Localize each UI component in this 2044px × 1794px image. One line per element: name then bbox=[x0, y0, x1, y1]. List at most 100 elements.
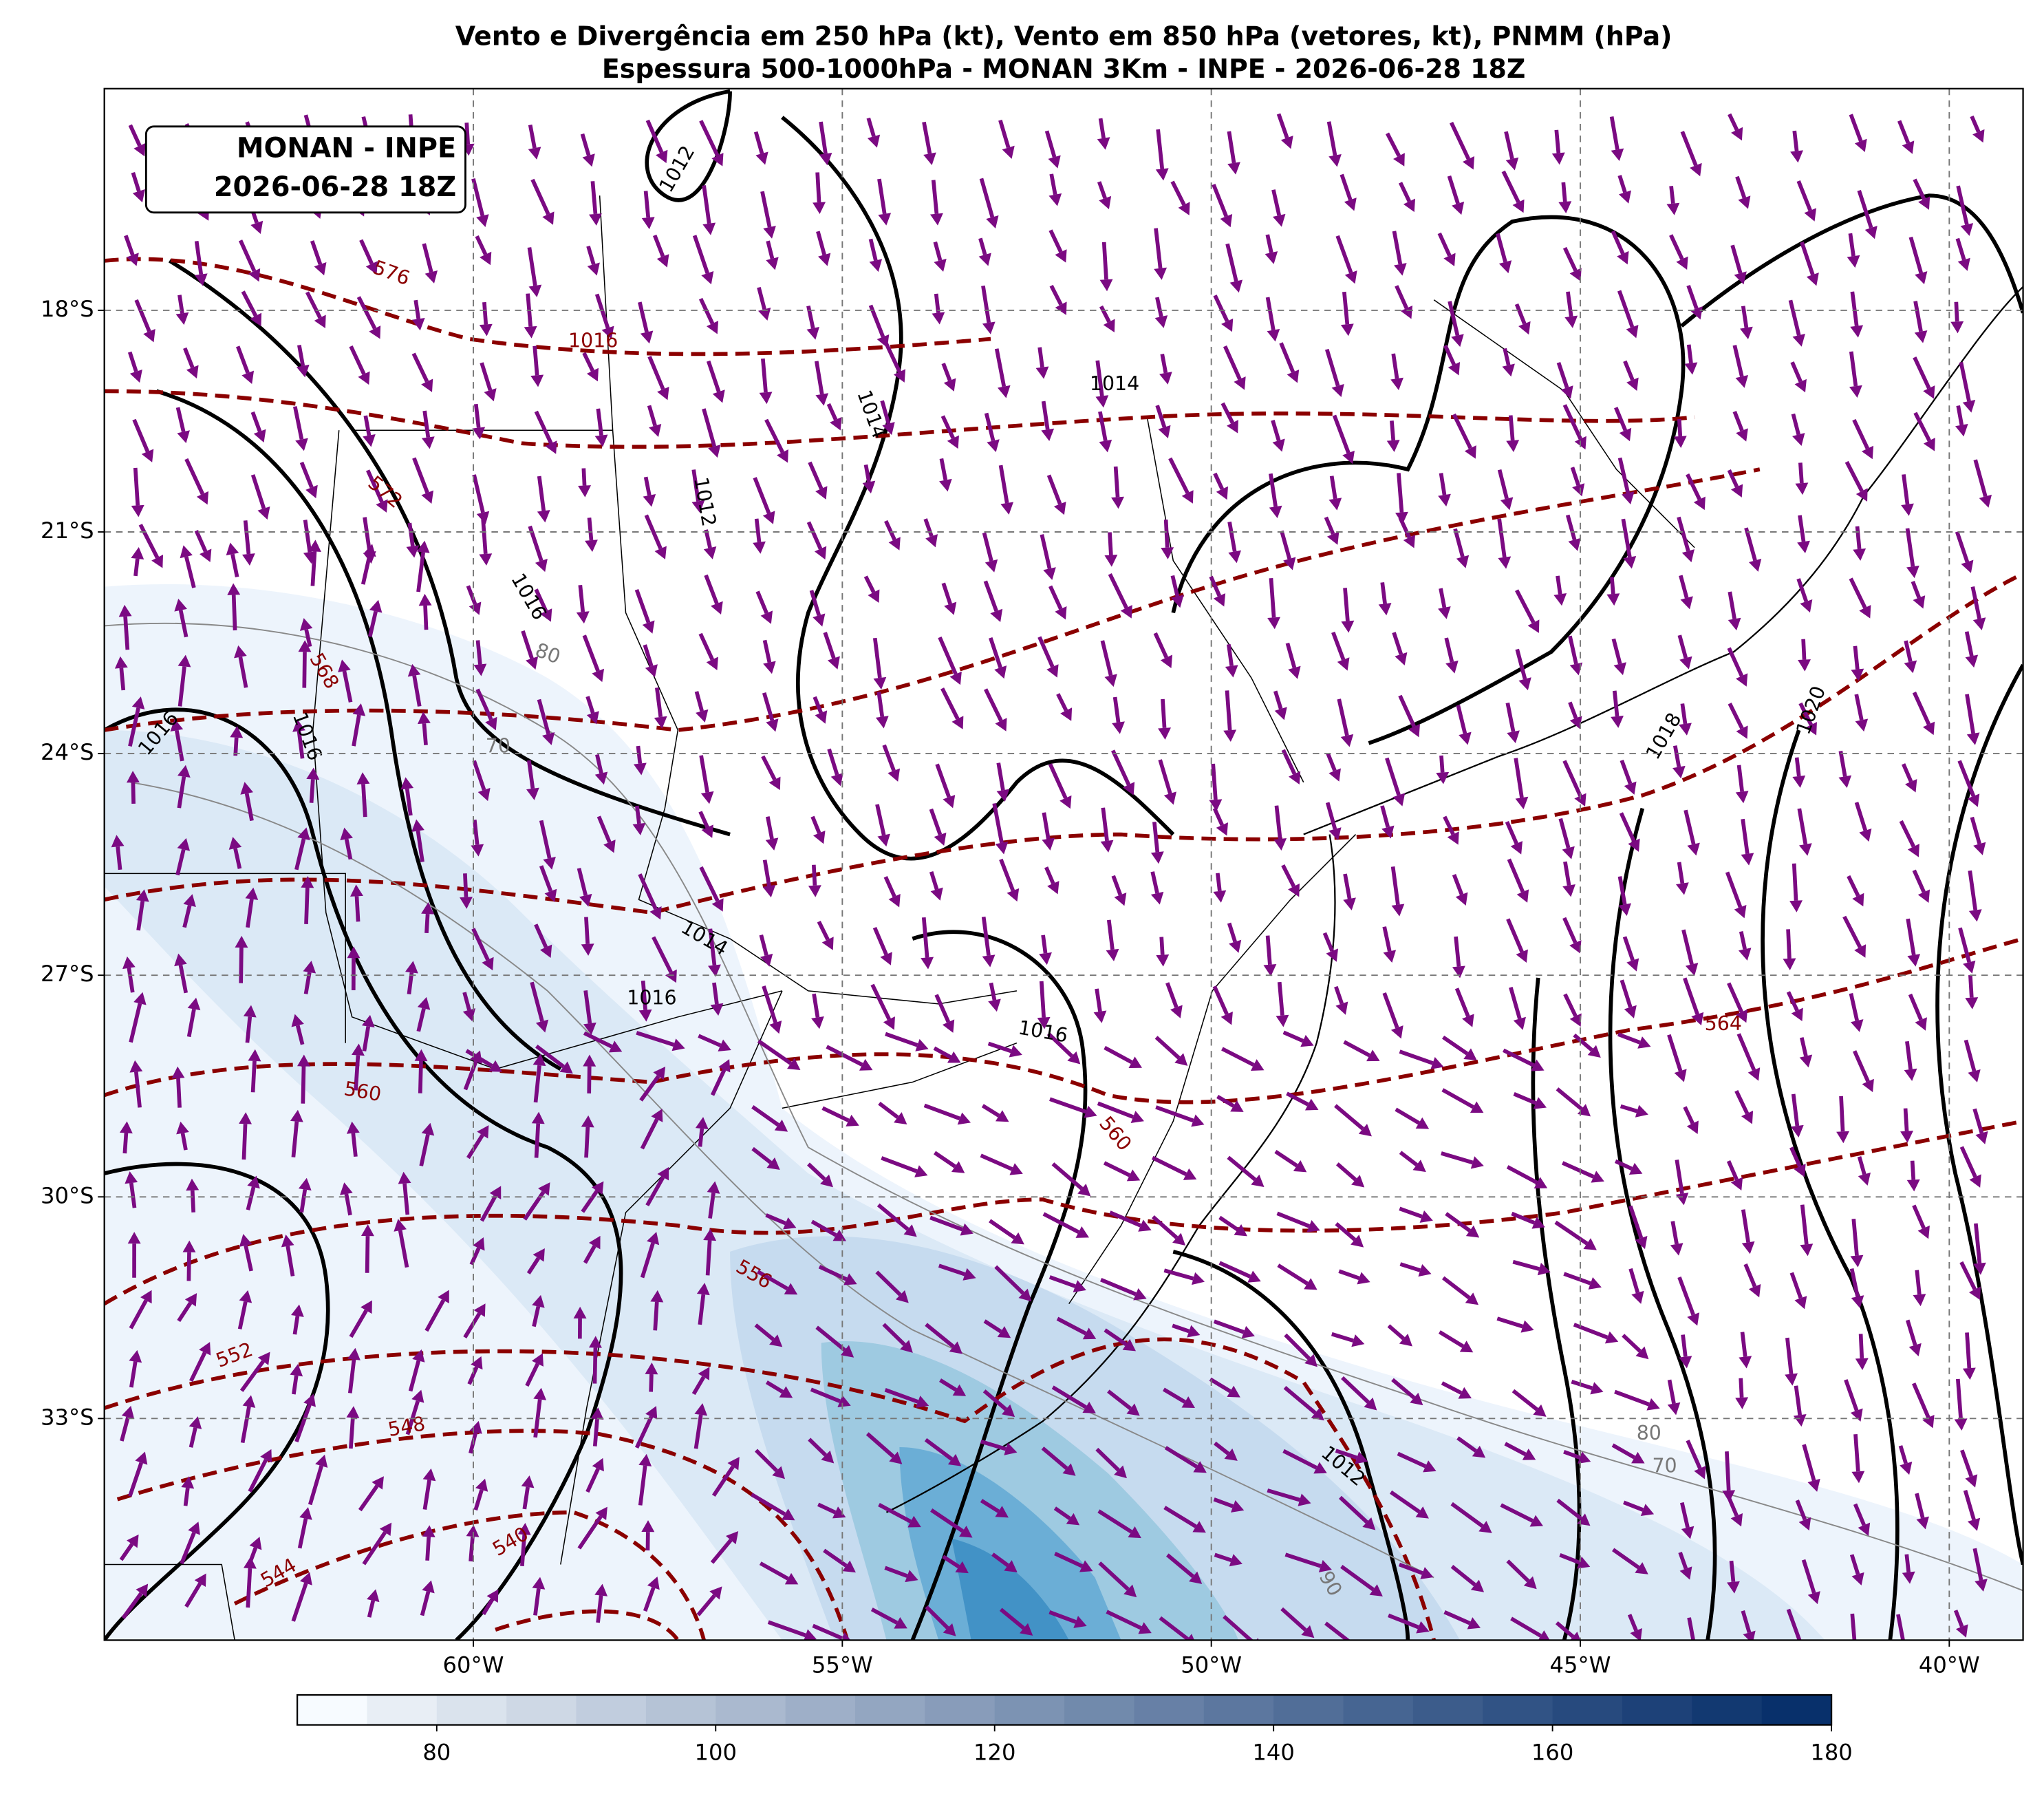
wind-arrow-head bbox=[1230, 1500, 1245, 1513]
wind-arrow-shaft bbox=[128, 1462, 144, 1497]
wind-arrow-shaft bbox=[349, 1309, 368, 1338]
wind-arrow-shaft bbox=[1561, 182, 1567, 202]
wind-arrow-shaft bbox=[1453, 528, 1465, 557]
wind-arrow-shaft bbox=[286, 1246, 295, 1277]
wind-arrow-shaft bbox=[1397, 473, 1404, 513]
wind-arrow-shaft bbox=[1839, 1096, 1845, 1132]
wind-arrow-head bbox=[592, 1457, 604, 1472]
wind-arrow-shaft bbox=[1554, 129, 1561, 153]
wind-arrow-head bbox=[995, 1110, 1009, 1122]
wind-arrow-shaft bbox=[1443, 815, 1455, 835]
wind-arrow-shaft bbox=[762, 639, 772, 663]
wind-arrow-shaft bbox=[1395, 1107, 1420, 1125]
wind-arrow-shaft bbox=[978, 237, 987, 255]
wind-arrow-shaft bbox=[1048, 585, 1063, 610]
wind-arrow-head bbox=[1234, 1224, 1247, 1237]
wind-arrow-shaft bbox=[1677, 1277, 1695, 1316]
wind-arrow-shaft bbox=[304, 629, 312, 648]
wind-arrow-shaft bbox=[1785, 1337, 1794, 1374]
wind-arrow-shaft bbox=[294, 1404, 312, 1442]
wind-arrow-shaft bbox=[238, 239, 257, 272]
wind-arrow-head bbox=[352, 703, 366, 716]
wind-arrow-shaft bbox=[929, 871, 939, 890]
wind-arrow-shaft bbox=[577, 1515, 603, 1550]
wind-arrow-head bbox=[959, 1526, 973, 1538]
wind-arrow-shaft bbox=[583, 990, 592, 1024]
wind-arrow-head bbox=[701, 824, 713, 838]
wind-arrow-shaft bbox=[1097, 181, 1107, 200]
wind-arrow-head bbox=[1783, 958, 1796, 970]
wind-arrow-shaft bbox=[1791, 413, 1800, 436]
wind-arrow-head bbox=[784, 1283, 798, 1295]
wind-arrow-head bbox=[479, 553, 493, 566]
wind-arrow-shaft bbox=[1670, 1221, 1679, 1245]
wind-arrow-head bbox=[1518, 677, 1531, 691]
wind-arrow-shaft bbox=[422, 723, 428, 745]
wind-arrow-shaft bbox=[981, 917, 991, 956]
wind-arrow-shaft bbox=[634, 1416, 654, 1449]
wind-arrow-shaft bbox=[1508, 415, 1515, 441]
wind-arrow-shaft bbox=[1512, 1259, 1540, 1271]
x-tick-label: 45°W bbox=[1550, 1652, 1611, 1678]
wind-arrow-shaft bbox=[530, 178, 550, 215]
wind-arrow-head bbox=[477, 1125, 489, 1139]
wind-arrow-shaft bbox=[1727, 982, 1743, 1013]
wind-arrow-shaft bbox=[243, 520, 251, 555]
wind-arrow-head bbox=[1399, 1334, 1412, 1347]
wind-arrow-head bbox=[1635, 1346, 1649, 1360]
wind-arrow-head bbox=[250, 312, 262, 327]
wind-arrow-shaft bbox=[872, 637, 882, 679]
wind-arrow-head bbox=[1462, 1014, 1474, 1027]
wind-arrow-head bbox=[1276, 1014, 1289, 1027]
wind-arrow-shaft bbox=[1614, 1159, 1633, 1171]
wind-arrow-shaft bbox=[1789, 1146, 1802, 1168]
wind-arrow-shaft bbox=[1170, 575, 1180, 597]
wind-arrow-shaft bbox=[464, 122, 471, 145]
wind-arrow-head bbox=[1267, 617, 1281, 630]
wind-arrow-head bbox=[1791, 1007, 1803, 1022]
wind-arrow-head bbox=[125, 1171, 138, 1184]
wind-arrow-head bbox=[406, 545, 420, 558]
wind-arrow-head bbox=[1230, 1100, 1244, 1112]
wind-arrow-shaft bbox=[416, 552, 425, 592]
wind-arrow-head bbox=[174, 953, 187, 967]
wind-arrow-head bbox=[654, 546, 667, 559]
wind-arrow-shaft bbox=[1556, 362, 1569, 389]
wind-arrow-head bbox=[1576, 1556, 1591, 1569]
wind-arrow-shaft bbox=[712, 982, 719, 1005]
wind-arrow-shaft bbox=[177, 666, 186, 707]
wind-arrow-shaft bbox=[1609, 116, 1620, 150]
wind-arrow-head bbox=[1955, 423, 1968, 437]
wind-arrow-head bbox=[1734, 271, 1747, 285]
wind-arrow-head bbox=[1687, 842, 1700, 856]
wind-arrow-head bbox=[943, 378, 956, 392]
wind-arrow-head bbox=[340, 1182, 353, 1195]
wind-arrow-shaft bbox=[584, 917, 590, 944]
wind-arrow-head bbox=[1973, 842, 1986, 855]
wind-arrow-shaft bbox=[175, 729, 184, 762]
wind-arrow-head bbox=[1150, 891, 1164, 905]
wind-arrow-shaft bbox=[1216, 1094, 1235, 1108]
wind-arrow-head bbox=[947, 435, 959, 449]
wind-arrow-shaft bbox=[235, 345, 250, 374]
wind-arrow-head bbox=[1082, 1327, 1097, 1340]
wind-arrow-head bbox=[1905, 779, 1917, 793]
wind-arrow-head bbox=[1178, 202, 1190, 215]
wind-arrow-shaft bbox=[754, 1449, 778, 1473]
wind-arrow-shaft bbox=[1276, 1211, 1310, 1228]
wind-arrow-head bbox=[1747, 1067, 1761, 1081]
wind-arrow-head bbox=[1229, 1554, 1242, 1567]
wind-arrow-head bbox=[1792, 775, 1806, 788]
wind-arrow-head bbox=[1062, 1463, 1076, 1476]
wind-arrow-head bbox=[929, 213, 943, 226]
wind-arrow-head bbox=[718, 1059, 731, 1073]
wind-arrow-head bbox=[1913, 595, 1926, 609]
wind-arrow-shaft bbox=[1504, 1442, 1527, 1456]
wind-arrow-head bbox=[915, 1038, 929, 1051]
wind-arrow-shaft bbox=[647, 356, 665, 390]
wind-arrow-head bbox=[257, 1352, 270, 1365]
shading bbox=[104, 729, 1825, 1641]
wind-arrow-head bbox=[1979, 494, 1992, 508]
wind-arrow-head bbox=[1077, 1184, 1091, 1197]
colorbar-cell bbox=[436, 1695, 508, 1725]
